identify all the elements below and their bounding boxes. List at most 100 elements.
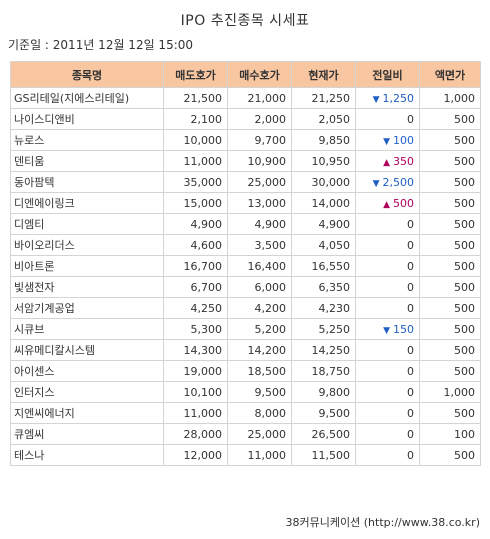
down-triangle-icon: ▼	[372, 94, 380, 105]
par-value-cell: 500	[419, 150, 481, 172]
bid-price-cell: 25,000	[227, 171, 292, 193]
bid-price-cell: 2,000	[227, 108, 292, 130]
par-value-cell: 500	[419, 444, 481, 466]
bid-price-cell: 8,000	[227, 402, 292, 424]
column-header-change: 전일비	[355, 61, 420, 88]
current-price-cell: 18,750	[291, 360, 356, 382]
current-price-cell: 30,000	[291, 171, 356, 193]
par-value-cell: 100	[419, 423, 481, 445]
column-header-par: 액면가	[419, 61, 481, 88]
column-header-name: 종목명	[10, 61, 164, 88]
ask-price-cell: 35,000	[163, 171, 228, 193]
change-cell: ▼ 2,500	[355, 171, 420, 193]
change-value: 0	[407, 217, 414, 231]
ask-price-cell: 11,000	[163, 402, 228, 424]
par-value-cell: 500	[419, 213, 481, 235]
par-value-cell: 500	[419, 297, 481, 319]
stock-name-cell: 시큐브	[10, 318, 164, 340]
change-value: 150	[393, 322, 414, 336]
down-triangle-icon: ▼	[372, 178, 380, 189]
change-cell: ▼ 150	[355, 318, 420, 340]
change-value: 0	[407, 259, 414, 273]
change-cell: 0	[355, 444, 420, 466]
table-row: 뉴로스 10,000 9,700 9,850 ▼ 100 500	[10, 129, 481, 151]
par-value-cell: 500	[419, 234, 481, 256]
change-value: 0	[407, 427, 414, 441]
stock-name-cell: GS리테일(지에스리테일)	[10, 87, 164, 109]
bid-price-cell: 4,200	[227, 297, 292, 319]
bid-price-cell: 13,000	[227, 192, 292, 214]
change-cell: ▲ 350	[355, 150, 420, 172]
ask-price-cell: 5,300	[163, 318, 228, 340]
stock-name-cell: 테스나	[10, 444, 164, 466]
bid-price-cell: 4,900	[227, 213, 292, 235]
table-row: 테스나 12,000 11,000 11,500 0 500	[10, 444, 481, 466]
column-header-bid: 매수호가	[227, 61, 292, 88]
down-triangle-icon: ▼	[383, 325, 390, 336]
current-price-cell: 26,500	[291, 423, 356, 445]
par-value-cell: 1,000	[419, 381, 481, 403]
stock-name-cell: 지엔씨에너지	[10, 402, 164, 424]
par-value-cell: 500	[419, 129, 481, 151]
table-row: 덴티움 11,000 10,900 10,950 ▲ 350 500	[10, 150, 481, 172]
current-price-cell: 6,350	[291, 276, 356, 298]
bid-price-cell: 16,400	[227, 255, 292, 277]
table-row: 서암기계공업 4,250 4,200 4,230 0 500	[10, 297, 481, 319]
change-value: 0	[407, 406, 414, 420]
ask-price-cell: 10,000	[163, 129, 228, 151]
bid-price-cell: 9,500	[227, 381, 292, 403]
par-value-cell: 500	[419, 171, 481, 193]
current-price-cell: 11,500	[291, 444, 356, 466]
stock-name-cell: 뉴로스	[10, 129, 164, 151]
change-cell: 0	[355, 402, 420, 424]
ask-price-cell: 4,250	[163, 297, 228, 319]
ask-price-cell: 28,000	[163, 423, 228, 445]
change-cell: 0	[355, 360, 420, 382]
change-cell: 0	[355, 213, 420, 235]
up-triangle-icon: ▲	[383, 157, 390, 168]
table-row: 바이오리더스 4,600 3,500 4,050 0 500	[10, 234, 481, 256]
change-cell: ▼ 100	[355, 129, 420, 151]
current-price-cell: 9,800	[291, 381, 356, 403]
bid-price-cell: 3,500	[227, 234, 292, 256]
ask-price-cell: 11,000	[163, 150, 228, 172]
table-row: 지엔씨에너지 11,000 8,000 9,500 0 500	[10, 402, 481, 424]
change-cell: 0	[355, 423, 420, 445]
change-value: 0	[407, 343, 414, 357]
current-price-cell: 4,900	[291, 213, 356, 235]
column-header-price: 현재가	[291, 61, 356, 88]
bid-price-cell: 10,900	[227, 150, 292, 172]
ask-price-cell: 19,000	[163, 360, 228, 382]
bid-price-cell: 21,000	[227, 87, 292, 109]
bid-price-cell: 9,700	[227, 129, 292, 151]
change-cell: 0	[355, 234, 420, 256]
change-cell: 0	[355, 255, 420, 277]
page-title: IPO 추진종목 시세표	[180, 13, 310, 29]
ask-price-cell: 15,000	[163, 192, 228, 214]
ask-price-cell: 12,000	[163, 444, 228, 466]
ask-price-cell: 10,100	[163, 381, 228, 403]
change-value: 2,500	[382, 175, 415, 189]
current-price-cell: 4,230	[291, 297, 356, 319]
current-price-cell: 10,950	[291, 150, 356, 172]
par-value-cell: 500	[419, 108, 481, 130]
down-triangle-icon: ▼	[383, 136, 390, 147]
table-row: 인터지스 10,100 9,500 9,800 0 1,000	[10, 381, 481, 403]
ask-price-cell: 4,600	[163, 234, 228, 256]
stock-name-cell: 아이센스	[10, 360, 164, 382]
ask-price-cell: 4,900	[163, 213, 228, 235]
change-value: 0	[407, 112, 414, 126]
change-value: 0	[407, 385, 414, 399]
current-price-cell: 5,250	[291, 318, 356, 340]
change-cell: 0	[355, 381, 420, 403]
table-row: 나이스디앤비 2,100 2,000 2,050 0 500	[10, 108, 481, 130]
table-row: 시큐브 5,300 5,200 5,250 ▼ 150 500	[10, 318, 481, 340]
par-value-cell: 500	[419, 402, 481, 424]
change-value: 100	[393, 133, 414, 147]
table-row: 디엠티 4,900 4,900 4,900 0 500	[10, 213, 481, 235]
change-value: 0	[407, 364, 414, 378]
ask-price-cell: 6,700	[163, 276, 228, 298]
column-header-ask: 매도호가	[163, 61, 228, 88]
stock-name-cell: 비아트론	[10, 255, 164, 277]
stock-name-cell: 큐엠씨	[10, 423, 164, 445]
